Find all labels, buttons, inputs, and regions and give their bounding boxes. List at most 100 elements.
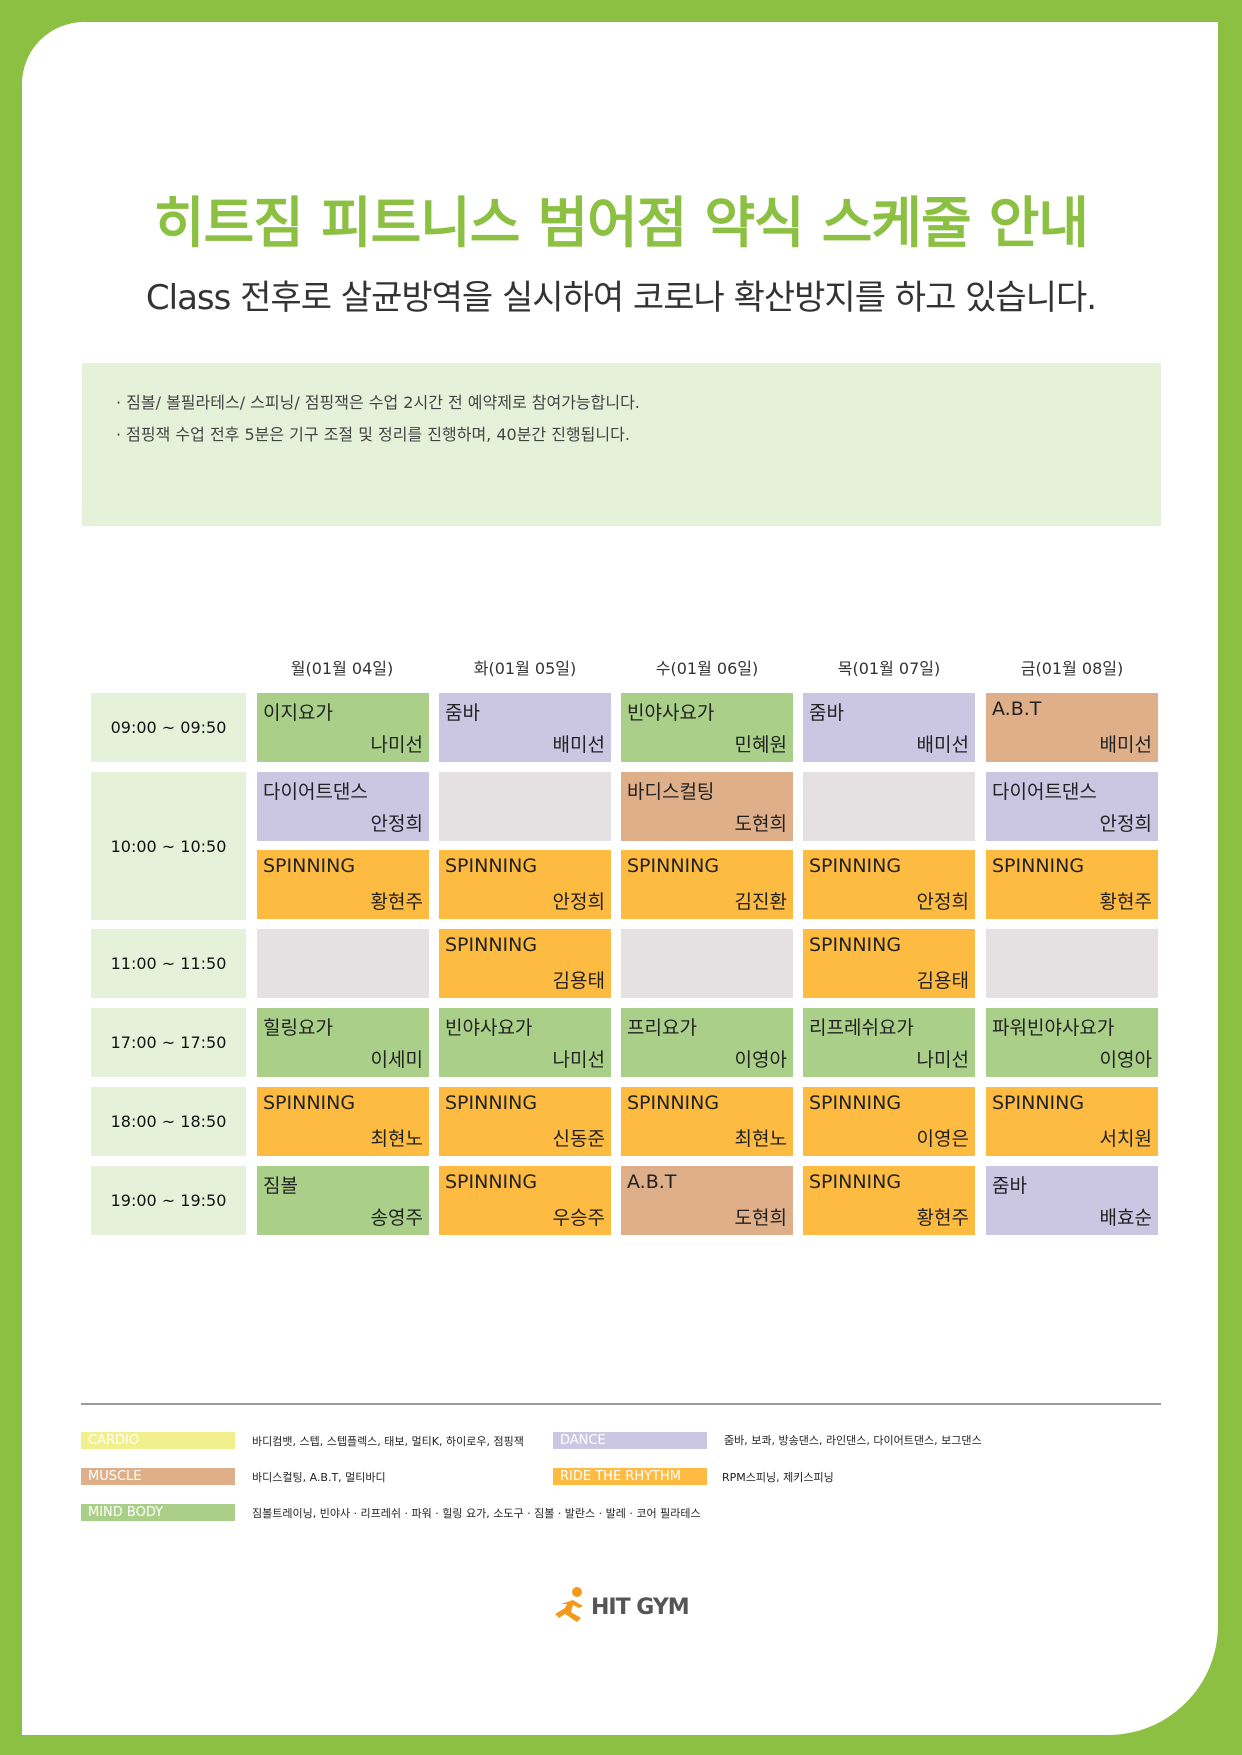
class-name: SPINNING — [992, 1092, 1085, 1114]
class-name: SPINNING — [809, 1092, 902, 1114]
legend-text-muscle: 바디스컬팅, A.B.T, 멀티바디 — [252, 1471, 386, 1484]
empty-cell — [986, 929, 1158, 998]
class-cell: SPINNING 황현주 — [803, 1166, 975, 1235]
instructor-name: 이세미 — [370, 1049, 423, 1071]
empty-cell — [621, 929, 793, 998]
class-cell: SPINNING 김용태 — [803, 929, 975, 998]
class-name: SPINNING — [809, 855, 902, 877]
class-cell: A.B.T 배미선 — [986, 693, 1158, 762]
instructor-name: 송영주 — [370, 1207, 423, 1229]
class-cell: A.B.T 도현희 — [621, 1166, 793, 1235]
instructor-name: 배효순 — [1099, 1207, 1152, 1229]
class-name: SPINNING — [809, 934, 902, 956]
class-name: 줌바 — [445, 702, 480, 724]
instructor-name: 배미선 — [916, 734, 969, 756]
time-slot: 10:00 ~ 10:50 — [91, 772, 246, 920]
instructor-name: 나미선 — [370, 734, 423, 756]
class-cell: SPINNING 최현노 — [621, 1087, 793, 1156]
class-name: 빈야사요가 — [445, 1017, 533, 1039]
class-name: 다이어트댄스 — [263, 781, 368, 803]
class-name: 프리요가 — [627, 1017, 697, 1039]
instructor-name: 이영아 — [1099, 1049, 1152, 1071]
time-slot: 09:00 ~ 09:50 — [91, 693, 246, 762]
class-cell: SPINNING 안정희 — [803, 850, 975, 919]
class-name: SPINNING — [263, 855, 356, 877]
empty-cell — [439, 772, 611, 841]
class-name: 줌바 — [992, 1175, 1027, 1197]
legend-label-mindbody: MIND BODY — [81, 1504, 235, 1521]
class-cell: SPINNING 안정희 — [439, 850, 611, 919]
instructor-name: 황현주 — [370, 891, 423, 913]
day-header-wed: 수(01월 06일) — [655, 659, 759, 678]
class-cell: SPINNING 김진환 — [621, 850, 793, 919]
class-cell: SPINNING 황현주 — [986, 850, 1158, 919]
instructor-name: 배미선 — [552, 734, 605, 756]
class-name: A.B.T — [627, 1171, 677, 1193]
instructor-name: 민혜원 — [734, 734, 787, 756]
instructor-name: 우승주 — [552, 1207, 605, 1229]
class-cell: SPINNING 이영은 — [803, 1087, 975, 1156]
class-cell: SPINNING 최현노 — [257, 1087, 429, 1156]
instructor-name: 김용태 — [552, 970, 605, 992]
notice-box: · 짐볼/ 볼필라테스/ 스피닝/ 점핑잭은 수업 2시간 전 예약제로 참여가… — [82, 363, 1161, 526]
instructor-name: 배미선 — [1099, 734, 1152, 756]
class-cell: 힐링요가 이세미 — [257, 1008, 429, 1077]
class-cell: SPINNING 우승주 — [439, 1166, 611, 1235]
class-name: 짐볼 — [263, 1175, 298, 1197]
instructor-name: 이영아 — [734, 1049, 787, 1071]
instructor-name: 황현주 — [1099, 891, 1152, 913]
instructor-name: 안정희 — [1099, 813, 1152, 835]
class-cell: 다이어트댄스 안정희 — [986, 772, 1158, 841]
class-cell: 리프레쉬요가 나미선 — [803, 1008, 975, 1077]
class-name: SPINNING — [809, 1171, 902, 1193]
instructor-name: 김진환 — [734, 891, 787, 913]
empty-cell — [257, 929, 429, 998]
instructor-name: 나미선 — [916, 1049, 969, 1071]
instructor-name: 최현노 — [734, 1128, 787, 1150]
instructor-name: 김용태 — [916, 970, 969, 992]
instructor-name: 서치원 — [1099, 1128, 1152, 1150]
class-cell: SPINNING 신동준 — [439, 1087, 611, 1156]
legend-text-mindbody: 짐볼트레이닝, 빈야사 · 리프레쉬 · 파워 · 힐링 요가, 소도구 · 짐… — [252, 1507, 701, 1520]
notice-line: · 점핑잭 수업 전후 5분은 기구 조절 및 정리를 진행하며, 40분간 진… — [116, 425, 630, 444]
time-slot: 11:00 ~ 11:50 — [91, 929, 246, 998]
class-name: 이지요가 — [263, 702, 333, 724]
class-name: 리프레쉬요가 — [809, 1017, 914, 1039]
hitgym-logo: HIT GYM — [553, 1586, 693, 1626]
legend-label-cardio: CARDIO — [81, 1432, 235, 1449]
class-name: SPINNING — [445, 934, 538, 956]
running-figure-icon — [555, 1587, 583, 1622]
instructor-name: 안정희 — [552, 891, 605, 913]
notice-line: · 짐볼/ 볼필라테스/ 스피닝/ 점핑잭은 수업 2시간 전 예약제로 참여가… — [116, 393, 640, 412]
legend-label-muscle: MUSCLE — [81, 1468, 235, 1485]
time-slot: 19:00 ~ 19:50 — [91, 1166, 246, 1235]
class-cell: 바디스컬팅 도현희 — [621, 772, 793, 841]
class-cell: SPINNING 황현주 — [257, 850, 429, 919]
class-name: 다이어트댄스 — [992, 781, 1097, 803]
class-name: A.B.T — [992, 698, 1042, 720]
time-slot: 17:00 ~ 17:50 — [91, 1008, 246, 1077]
legend-label-ride: RIDE THE RHYTHM — [553, 1468, 707, 1485]
time-slot: 18:00 ~ 18:50 — [91, 1087, 246, 1156]
page-title: 히트짐 피트니스 범어점 약식 스케줄 안내 — [154, 191, 1089, 255]
legend-text-ride: RPM스피닝, 제키스피닝 — [722, 1471, 834, 1484]
legend-text-dance: 줌바, 보콰, 방송댄스, 라인댄스, 다이어트댄스, 보그댄스 — [724, 1434, 982, 1447]
class-name: SPINNING — [992, 855, 1085, 877]
class-name: SPINNING — [627, 855, 720, 877]
day-header-mon: 월(01월 04일) — [290, 659, 394, 678]
empty-cell — [803, 772, 975, 841]
class-cell: SPINNING 김용태 — [439, 929, 611, 998]
instructor-name: 도현희 — [734, 1207, 787, 1229]
class-name: SPINNING — [445, 855, 538, 877]
instructor-name: 안정희 — [370, 813, 423, 835]
instructor-name: 이영은 — [916, 1128, 969, 1150]
legend-label-dance: DANCE — [553, 1432, 707, 1449]
instructor-name: 안정희 — [916, 891, 969, 913]
class-name: 빈야사요가 — [627, 702, 715, 724]
instructor-name: 나미선 — [552, 1049, 605, 1071]
